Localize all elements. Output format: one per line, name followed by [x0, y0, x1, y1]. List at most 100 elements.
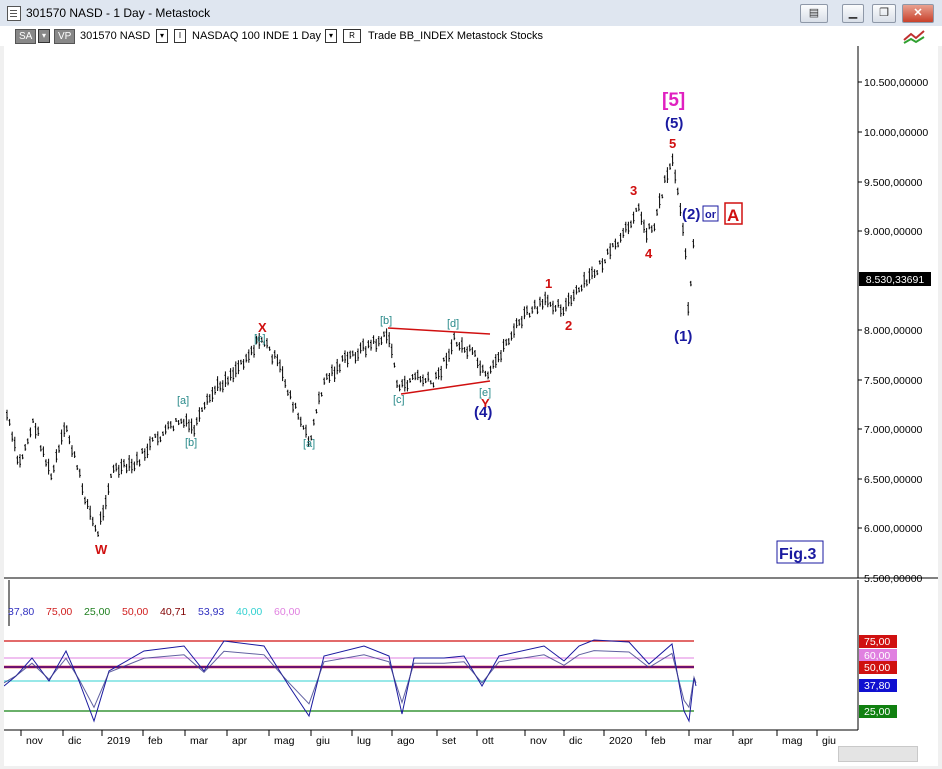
- price-tick-label: 7.000,00000: [864, 424, 923, 436]
- symbol-dropdown[interactable]: ▾: [156, 29, 168, 43]
- indicator-axis-tag: 37,80: [864, 680, 890, 692]
- indicator-legend-value: 75,00: [46, 606, 72, 618]
- price-tick-label: 9.500,00000: [864, 177, 923, 189]
- wave-5-red: 5: [669, 136, 676, 151]
- svg-text:8.530,33691: 8.530,33691: [866, 274, 925, 286]
- toolbar-extra: Trade BB_INDEX Metastock Stocks: [368, 30, 544, 42]
- time-axis-label: nov: [530, 735, 548, 747]
- time-axis-label: nov: [26, 735, 44, 747]
- indicator-axis-tag: 75,00: [864, 636, 890, 648]
- triangle-upper-line: [387, 327, 491, 335]
- wave-1-red: 1: [545, 276, 552, 291]
- wave-2-blue: (2): [682, 206, 700, 223]
- close-button[interactable]: ✕: [902, 4, 934, 23]
- wave-d: [d]: [447, 318, 459, 330]
- wave-1-blue: (1): [674, 328, 692, 345]
- instrument-label: NASDAQ 100 INDE 1 Day: [192, 30, 321, 42]
- price-chart[interactable]: 10.500,00000 10.000,00000 9.500,00000 9.000…: [3, 46, 938, 766]
- price-tick-label: 10.500,00000: [864, 77, 928, 89]
- price-tick-label: 8.000,00000: [864, 325, 923, 337]
- indicator-lines: [3, 639, 697, 723]
- restore-doc-button[interactable]: ▤: [800, 4, 828, 23]
- wave-4-red: 4: [645, 246, 653, 261]
- indicator-legend: 37,80 75,00 25,00 50,00 40,71 53,93 40,00 60,00: [8, 606, 300, 618]
- current-price-tag: 8.530,33691: [859, 272, 931, 286]
- time-axis-label: feb: [148, 735, 163, 747]
- sa-dropdown[interactable]: ▾: [38, 29, 50, 43]
- price-tick-label: 5.500,00000: [864, 573, 923, 585]
- sa-button[interactable]: SA: [15, 29, 37, 44]
- instrument-button[interactable]: I: [174, 29, 186, 43]
- price-tick-label: 10.000,00000: [864, 127, 928, 139]
- wave-a1: [a]: [177, 395, 189, 407]
- wave-X: X: [258, 320, 267, 335]
- wave-5-blue: (5): [665, 115, 683, 132]
- time-axis-label: giu: [822, 735, 836, 747]
- time-axis-label: mar: [190, 735, 209, 747]
- wave-a2: [a]: [303, 438, 315, 450]
- time-axis-label: apr: [232, 735, 248, 747]
- time-axis-label: 2020: [609, 735, 633, 747]
- indicator-axis-tag: 50,00: [864, 662, 890, 674]
- wave-5-magenta: [5]: [662, 90, 685, 111]
- wave-2-red: 2: [565, 318, 572, 333]
- time-axis-label: mar: [694, 735, 713, 747]
- time-axis-label: mag: [782, 735, 803, 747]
- time-axis-label: lug: [357, 735, 371, 747]
- indicator-legend-value: 25,00: [84, 606, 110, 618]
- wave-e: [e]: [479, 387, 491, 399]
- chart-arrows-icon[interactable]: [902, 28, 926, 46]
- time-axis-label: 2019: [107, 735, 131, 747]
- time-axis-label: ago: [397, 735, 415, 747]
- indicator-axis-tag: 60,00: [864, 650, 890, 662]
- title-bar: 301570 NASD - 1 Day - Metastock ▤ ▁ ❐ ✕: [0, 0, 942, 27]
- chart-toolbar: SA ▾ VP 301570 NASD ▾ I NASDAQ 100 INDE …: [0, 26, 942, 46]
- wave-4-blue: (4): [474, 404, 492, 421]
- price-tick-label: 7.500,00000: [864, 375, 923, 387]
- vp-button[interactable]: VP: [54, 29, 76, 44]
- indicator-axis-tag: 25,00: [864, 706, 890, 718]
- or-label: or: [705, 209, 717, 221]
- price-bars: [6, 153, 695, 537]
- document-icon: [7, 6, 21, 21]
- indicator-legend-value: 37,80: [8, 606, 34, 618]
- time-axis: nov dic 2019 feb mar apr mag giu lug ago set ott nov…: [20, 730, 836, 747]
- time-axis-label: set: [442, 735, 456, 747]
- time-axis-label: apr: [738, 735, 754, 747]
- wave-W: W: [95, 542, 108, 557]
- price-tick-label: 9.000,00000: [864, 226, 923, 238]
- price-tick-label: 6.000,00000: [864, 523, 923, 535]
- indicator-legend-value: 40,71: [160, 606, 186, 618]
- time-axis-label: dic: [569, 735, 582, 747]
- indicator-legend-value: 53,93: [198, 606, 224, 618]
- wave-b1: [b]: [185, 437, 197, 449]
- triangle-lower-line: [400, 380, 491, 395]
- time-axis-label: mag: [274, 735, 295, 747]
- wave-b2: [b]: [380, 315, 392, 327]
- time-axis-label: feb: [651, 735, 666, 747]
- wave-A-boxed: A: [727, 206, 739, 225]
- interval-dropdown[interactable]: ▾: [325, 29, 337, 43]
- indicator-legend-value: 40,00: [236, 606, 262, 618]
- horizontal-scrollbar[interactable]: [838, 746, 918, 762]
- wave-c1: [c]: [254, 333, 266, 345]
- time-axis-label: ott: [482, 735, 494, 747]
- window-title: 301570 NASD - 1 Day - Metastock: [26, 6, 211, 20]
- r-button[interactable]: R: [343, 29, 361, 43]
- chart-area: 10.500,00000 10.000,00000 9.500,00000 9.000…: [3, 46, 938, 766]
- minimize-button[interactable]: ▁: [842, 4, 864, 23]
- restore-button[interactable]: ❐: [872, 4, 896, 23]
- time-axis-label: giu: [316, 735, 330, 747]
- wave-labels: W X Y [a] [b] [c] [a] [b] [c] [d] [e] (4…: [95, 90, 824, 564]
- time-axis-label: dic: [68, 735, 81, 747]
- wave-3-red: 3: [630, 183, 637, 198]
- figure-label: Fig.3: [779, 546, 816, 563]
- symbol-label: 301570 NASD: [80, 30, 151, 42]
- wave-Y: Y: [481, 396, 490, 411]
- indicator-legend-value: 60,00: [274, 606, 300, 618]
- price-tick-label: 6.500,00000: [864, 474, 923, 486]
- indicator-legend-value: 50,00: [122, 606, 148, 618]
- price-axis: 10.500,00000 10.000,00000 9.500,00000 9.000…: [858, 77, 928, 585]
- wave-c2: [c]: [393, 394, 405, 406]
